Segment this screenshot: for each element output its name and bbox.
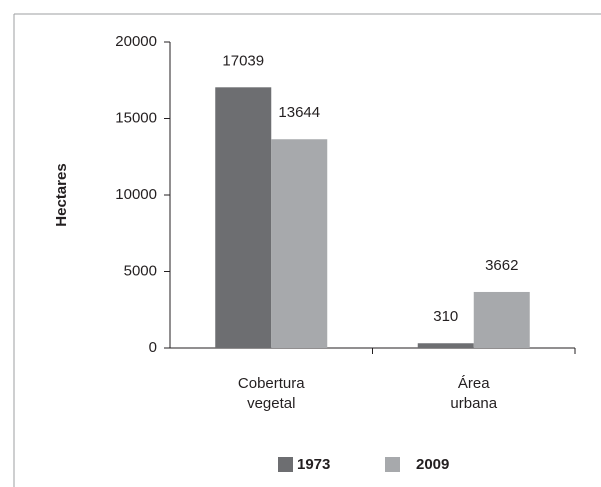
legend-label: 1973: [297, 456, 330, 473]
y-tick-label: 5000: [124, 262, 157, 279]
value-label: 310: [433, 308, 458, 325]
x-tick-label: Área urbana: [450, 375, 497, 412]
bar: [473, 291, 530, 348]
bar: [215, 87, 272, 349]
y-tick-label: 0: [149, 339, 157, 356]
legend-swatch: [385, 457, 400, 472]
y-tick-label: 10000: [115, 186, 157, 203]
bar: [417, 343, 474, 348]
legend-swatch: [278, 457, 293, 472]
value-label: 13644: [278, 104, 320, 121]
value-label: 17039: [222, 52, 264, 69]
y-tick-label: 20000: [115, 33, 157, 50]
y-axis-label: Hectares: [53, 163, 70, 226]
y-tick-label: 15000: [115, 109, 157, 126]
value-label: 3662: [485, 257, 518, 274]
x-tick-label: Cobertura vegetal: [238, 375, 305, 412]
legend-label: 2009: [416, 456, 449, 473]
bar: [271, 139, 328, 348]
